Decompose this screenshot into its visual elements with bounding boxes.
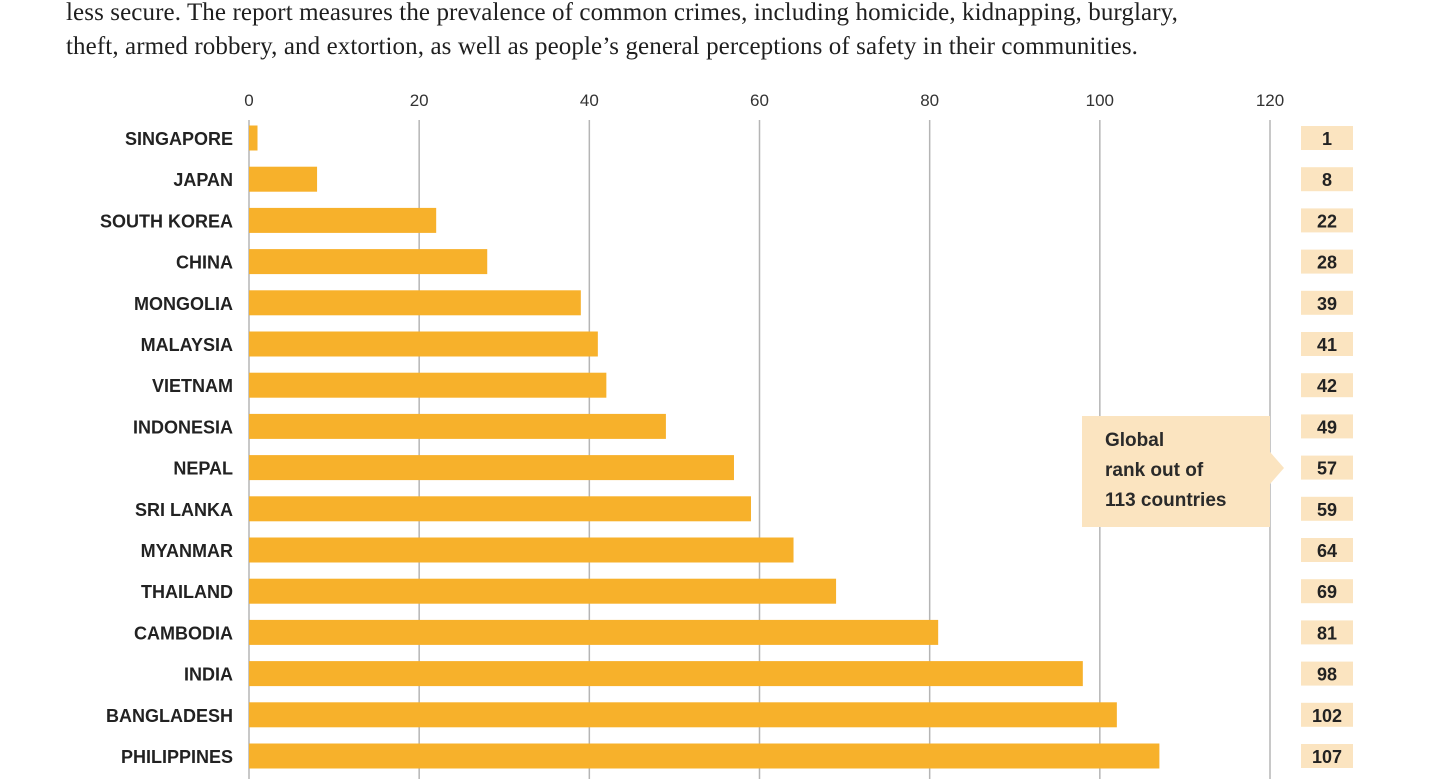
category-label-thailand: THAILAND (141, 582, 233, 602)
callout-line-3: 113 countries (1105, 490, 1227, 511)
bar-malaysia (249, 331, 598, 357)
x-tick-label-80: 80 (920, 91, 939, 110)
category-label-vietnam: VIETNAM (152, 376, 233, 396)
rank-label-china: 28 (1317, 253, 1337, 273)
rank-label-cambodia: 81 (1317, 623, 1337, 643)
x-tick-label-60: 60 (750, 91, 769, 110)
rank-label-sri-lanka: 59 (1317, 500, 1337, 520)
rank-box-bangladesh (1301, 702, 1353, 727)
rank-label-india: 98 (1317, 665, 1337, 685)
category-label-nepal: NEPAL (173, 459, 233, 479)
bar-sri-lanka (249, 496, 751, 522)
rank-box-myanmar (1301, 538, 1353, 562)
category-label-china: CHINA (176, 253, 233, 273)
rank-box-sri-lanka (1301, 496, 1353, 521)
bar-china (249, 249, 488, 275)
callout-line-1: Global (1105, 430, 1165, 451)
category-label-singapore: SINGAPORE (125, 129, 233, 149)
x-tick-labels: 0 20 40 60 80 100 120 (244, 91, 1284, 110)
category-label-malaysia: MALAYSIA (141, 335, 233, 355)
bars (249, 125, 1160, 769)
rank-label-singapore: 1 (1322, 129, 1332, 149)
intro-line-1: less secure. The report measures the pre… (66, 0, 1178, 26)
bar-bangladesh (249, 702, 1117, 728)
rank-label-myanmar: 64 (1317, 541, 1337, 561)
rank-label-indonesia: 49 (1317, 417, 1337, 437)
rank-label-mongolia: 39 (1317, 294, 1337, 314)
category-label-south-korea: SOUTH KOREA (100, 211, 233, 231)
bar-japan (249, 166, 318, 192)
intro-line-2: theft, armed robbery, and extortion, as … (66, 33, 1139, 60)
rank-box-japan (1301, 167, 1353, 192)
bar-vietnam (249, 372, 607, 398)
x-tick-label-120: 120 (1256, 91, 1284, 110)
category-label-indonesia: INDONESIA (133, 417, 233, 437)
rank-box-malaysia (1301, 332, 1353, 356)
rank-box-mongolia (1301, 290, 1353, 315)
category-label-philippines: PHILIPPINES (121, 747, 233, 767)
rank-label-thailand: 69 (1317, 582, 1337, 602)
rank-label-philippines: 107 (1312, 747, 1342, 767)
rank-label-nepal: 57 (1317, 459, 1337, 479)
rank-box-cambodia (1301, 620, 1353, 645)
rank-label-japan: 8 (1322, 170, 1332, 190)
category-label-japan: JAPAN (173, 170, 233, 190)
bar-cambodia (249, 619, 939, 645)
x-tick-label-20: 20 (410, 91, 429, 110)
rank-label-bangladesh: 102 (1312, 706, 1342, 726)
bar-south-korea (249, 207, 437, 233)
category-label-mongolia: MONGOLIA (134, 294, 233, 314)
rank-box-thailand (1301, 579, 1353, 604)
bar-indonesia (249, 413, 666, 439)
rank-box-china (1301, 249, 1353, 274)
x-tick-label-40: 40 (580, 91, 599, 110)
bar-singapore (249, 125, 258, 151)
rank-label-south-korea: 22 (1317, 211, 1337, 231)
category-label-cambodia: CAMBODIA (134, 623, 233, 643)
bar-india (249, 661, 1083, 687)
bar-nepal (249, 455, 734, 481)
category-labels: SINGAPORE JAPAN SOUTH KOREA CHINA MONGOLIA MA… (100, 129, 233, 767)
bar-myanmar (249, 537, 794, 563)
bar-philippines (249, 743, 1160, 769)
callout-line-2: rank out of (1105, 460, 1204, 481)
intro-text: less secure. The report measures the pre… (66, 0, 1426, 64)
bar-thailand (249, 578, 837, 604)
x-tick-label-100: 100 (1086, 91, 1114, 110)
rank-box-india (1301, 661, 1353, 686)
rank-box-nepal (1301, 455, 1353, 480)
rank-box-singapore (1301, 126, 1353, 150)
rank-box-philippines (1301, 744, 1353, 768)
callout-arrow (1270, 452, 1284, 484)
x-tick-label-0: 0 (244, 91, 253, 110)
rank-label-malaysia: 41 (1317, 335, 1337, 355)
category-label-bangladesh: BANGLADESH (106, 706, 233, 726)
rank-callout: Global rank out of 113 countries (1082, 416, 1270, 527)
rank-column: 1 8 22 28 39 41 42 49 57 59 64 69 81 98 102 107 (1301, 126, 1353, 768)
category-label-sri-lanka: SRI LANKA (135, 500, 233, 520)
rank-label-vietnam: 42 (1317, 376, 1337, 396)
category-label-myanmar: MYANMAR (141, 541, 233, 561)
rank-box-indonesia (1301, 414, 1353, 439)
rank-box-south-korea (1301, 208, 1353, 233)
category-label-india: INDIA (184, 665, 233, 685)
rank-box-vietnam (1301, 373, 1353, 398)
bar-mongolia (249, 290, 581, 316)
